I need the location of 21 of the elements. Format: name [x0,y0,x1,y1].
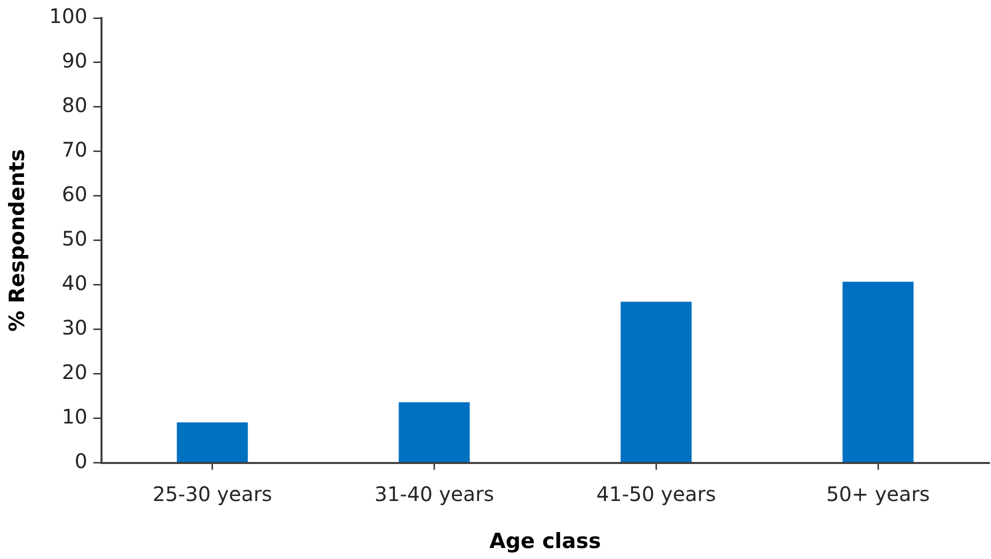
y-tick-label: 20 [62,360,88,384]
x-axis-title: Age class [489,528,602,553]
y-tick-label: 40 [62,271,88,296]
bar [842,282,914,462]
bar [620,302,692,462]
bar [176,422,248,462]
y-tick-label: 100 [49,4,88,28]
x-tick-label: 31-40 years [374,482,494,506]
x-tick-label: 50+ years [826,482,930,506]
y-tick-label: 30 [62,316,88,340]
y-tick-label: 50 [62,226,88,251]
x-tick-label: 25-30 years [152,482,272,506]
x-tick-label: 41-50 years [596,482,716,506]
bar [398,402,470,462]
y-tick-label: 60 [62,182,88,206]
y-tick-label: 80 [62,93,88,118]
y-tick-label: 70 [62,138,88,162]
y-tick-label: 90 [62,48,88,73]
y-tick-label: 0 [74,449,88,474]
y-tick-label: 10 [62,404,88,429]
y-axis-title: % Respondents [5,149,30,332]
